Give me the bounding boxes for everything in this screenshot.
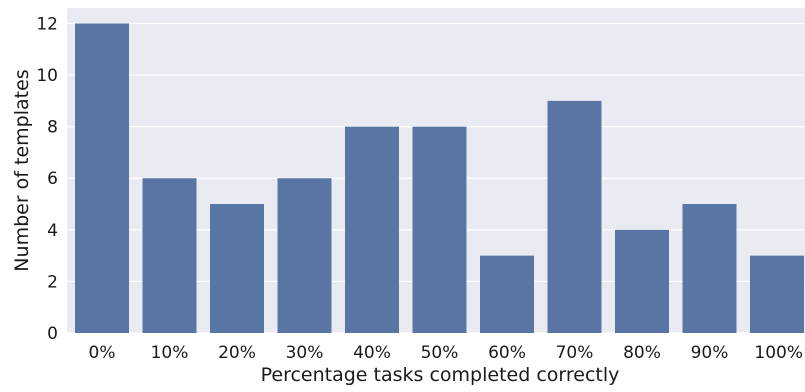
y-tick-label: 6 xyxy=(47,169,58,189)
x-tick-label: 40% xyxy=(353,343,391,363)
y-tick-label: 0 xyxy=(47,324,58,344)
y-tick-label: 10 xyxy=(36,66,58,86)
bar xyxy=(682,204,737,333)
x-axis-label: Percentage tasks completed correctly xyxy=(261,364,620,386)
bar xyxy=(412,126,467,334)
bar xyxy=(615,229,669,333)
x-tick-label: 20% xyxy=(218,343,256,363)
x-tick-label: 70% xyxy=(556,343,594,363)
bar xyxy=(480,255,534,333)
bar xyxy=(547,100,602,333)
bar xyxy=(277,178,332,333)
bars xyxy=(75,23,804,334)
bar xyxy=(345,126,399,334)
x-tick-label: 100% xyxy=(754,343,803,363)
x-tick-label: 30% xyxy=(286,343,324,363)
bar xyxy=(142,178,197,333)
bar xyxy=(210,204,264,333)
x-tick-label: 10% xyxy=(151,343,189,363)
bar xyxy=(75,23,129,333)
x-tick-label: 0% xyxy=(89,343,116,363)
x-tick-label: 50% xyxy=(421,343,459,363)
x-tick-labels: 0% 10% 20% 30% 40% 50% 60% 70% 80% 90% 100% xyxy=(89,343,803,363)
x-tick-label: 90% xyxy=(691,343,729,363)
y-tick-labels: 0 2 4 6 8 10 12 xyxy=(36,14,58,344)
y-tick-label: 2 xyxy=(47,272,58,292)
y-tick-label: 12 xyxy=(36,14,58,34)
bar xyxy=(750,255,804,333)
x-tick-label: 60% xyxy=(488,343,526,363)
x-tick-label: 80% xyxy=(623,343,661,363)
y-axis-label: Number of templates xyxy=(11,69,33,271)
y-tick-label: 8 xyxy=(47,118,58,138)
y-tick-label: 4 xyxy=(47,221,58,241)
